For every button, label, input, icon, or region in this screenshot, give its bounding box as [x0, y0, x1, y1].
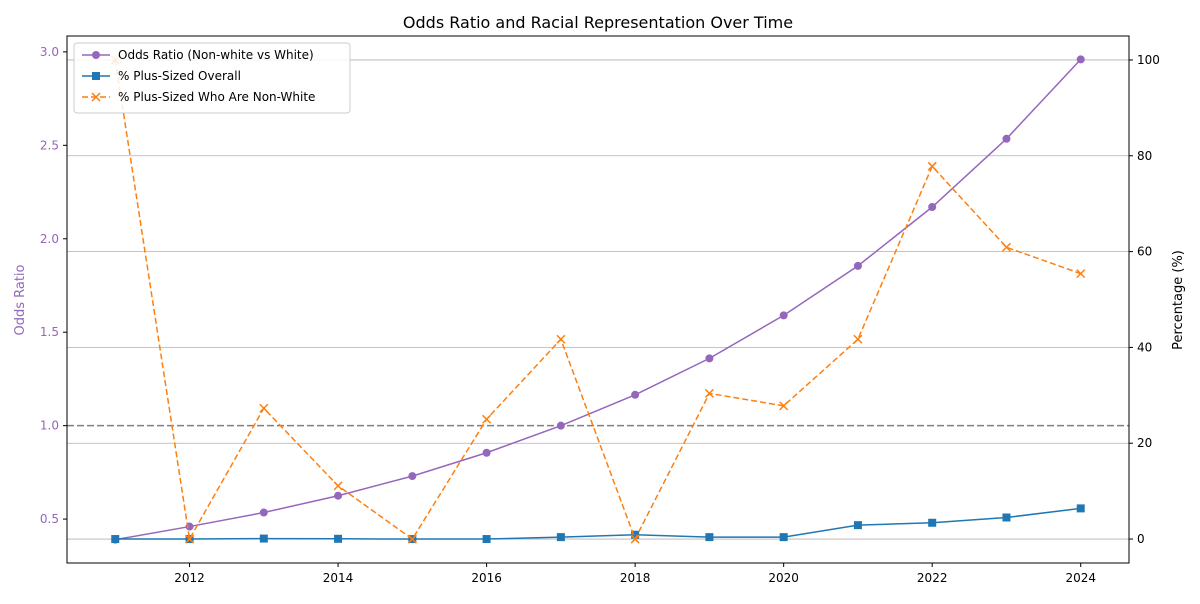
y-right-tick-label: 40: [1137, 340, 1152, 354]
y-axis-right-label: Percentage (%): [1171, 250, 1186, 350]
y-left-tick-label: 2.0: [40, 232, 59, 246]
legend-label: Odds Ratio (Non-white vs White): [118, 48, 314, 62]
legend-item-1: Odds Ratio (Non-white vs White): [82, 48, 314, 62]
x-tick-label: 2016: [471, 571, 502, 585]
series-3: [110, 55, 1086, 544]
x-tick-label: 2018: [620, 571, 651, 585]
legend-item-2: % Plus-Sized Overall: [82, 69, 241, 83]
data-point: [482, 414, 492, 424]
y-axis-left: 0.5 1.0 1.5 2.0 2.5 3.0: [40, 45, 67, 526]
x-tick-label: 2022: [917, 571, 948, 585]
data-point: [408, 472, 417, 481]
data-point: [334, 491, 343, 500]
y-right-tick-label: 100: [1137, 53, 1160, 67]
data-point: [853, 334, 863, 344]
data-point: [630, 534, 640, 544]
data-point: [482, 448, 491, 457]
data-point: [334, 534, 343, 543]
y-left-tick-label: 0.5: [40, 512, 59, 526]
legend-item-3: % Plus-Sized Who Are Non-White: [82, 90, 315, 104]
series-layer: [110, 55, 1086, 544]
data-point: [705, 533, 714, 542]
data-point: [704, 388, 714, 398]
legend-label: % Plus-Sized Overall: [118, 69, 241, 83]
plot-frame: [66, 35, 1130, 564]
data-point: [1076, 269, 1086, 279]
data-point: [853, 521, 862, 530]
data-point: [259, 508, 268, 517]
grid-layer: [67, 59, 1129, 540]
y-left-tick-label: 1.5: [40, 325, 59, 339]
data-point: [1076, 55, 1085, 64]
data-point: [705, 354, 714, 363]
legend: Odds Ratio (Non-white vs White) % Plus-Si…: [73, 42, 351, 114]
y-left-tick-label: 1.0: [40, 419, 59, 433]
data-point: [631, 530, 640, 539]
x-tick-label: 2020: [768, 571, 799, 585]
data-point: [779, 533, 788, 542]
x-tick-label: 2024: [1065, 571, 1096, 585]
y-right-tick-label: 20: [1137, 436, 1152, 450]
legend-marker: [92, 51, 100, 59]
x-axis: 2012 2014 2016 2018 2020 2022 2024: [174, 563, 1096, 585]
legend-marker: [92, 72, 100, 80]
data-point: [927, 161, 937, 171]
data-point: [185, 534, 195, 544]
data-point: [482, 535, 491, 544]
data-point: [1076, 504, 1085, 513]
data-point: [259, 403, 269, 413]
data-point: [333, 481, 343, 491]
series-1: [111, 55, 1085, 544]
y-left-tick-label: 3.0: [40, 45, 59, 59]
series-line: [114, 59, 1081, 542]
data-point: [853, 261, 862, 270]
data-point: [1002, 513, 1011, 522]
data-point: [556, 334, 566, 344]
legend-box: [73, 42, 351, 114]
data-point: [928, 202, 937, 211]
x-tick-label: 2012: [174, 571, 205, 585]
series-line: [115, 58, 1082, 541]
data-point: [779, 311, 788, 320]
y-right-tick-label: 80: [1137, 149, 1152, 163]
data-point: [1001, 242, 1011, 252]
y-axis-right: 0 20 40 60 80 100: [1129, 53, 1160, 546]
chart-title: Odds Ratio and Racial Representation Ove…: [403, 13, 793, 32]
data-point: [259, 534, 268, 543]
y-right-tick-label: 60: [1137, 245, 1152, 259]
series-line: [115, 507, 1081, 540]
series-2: [111, 504, 1085, 544]
y-right-tick-label: 0: [1137, 532, 1145, 546]
data-point: [556, 421, 565, 430]
legend-marker: [91, 92, 101, 102]
data-point: [631, 390, 640, 399]
data-point: [111, 535, 120, 544]
data-point: [407, 534, 417, 544]
data-point: [928, 518, 937, 527]
data-point: [1002, 134, 1011, 143]
y-axis-left-label: Odds Ratio: [13, 264, 28, 335]
y-left-tick-label: 2.5: [40, 138, 59, 152]
x-tick-label: 2014: [323, 571, 354, 585]
data-point: [779, 401, 789, 411]
legend-label: % Plus-Sized Who Are Non-White: [118, 90, 315, 104]
data-point: [556, 533, 565, 542]
